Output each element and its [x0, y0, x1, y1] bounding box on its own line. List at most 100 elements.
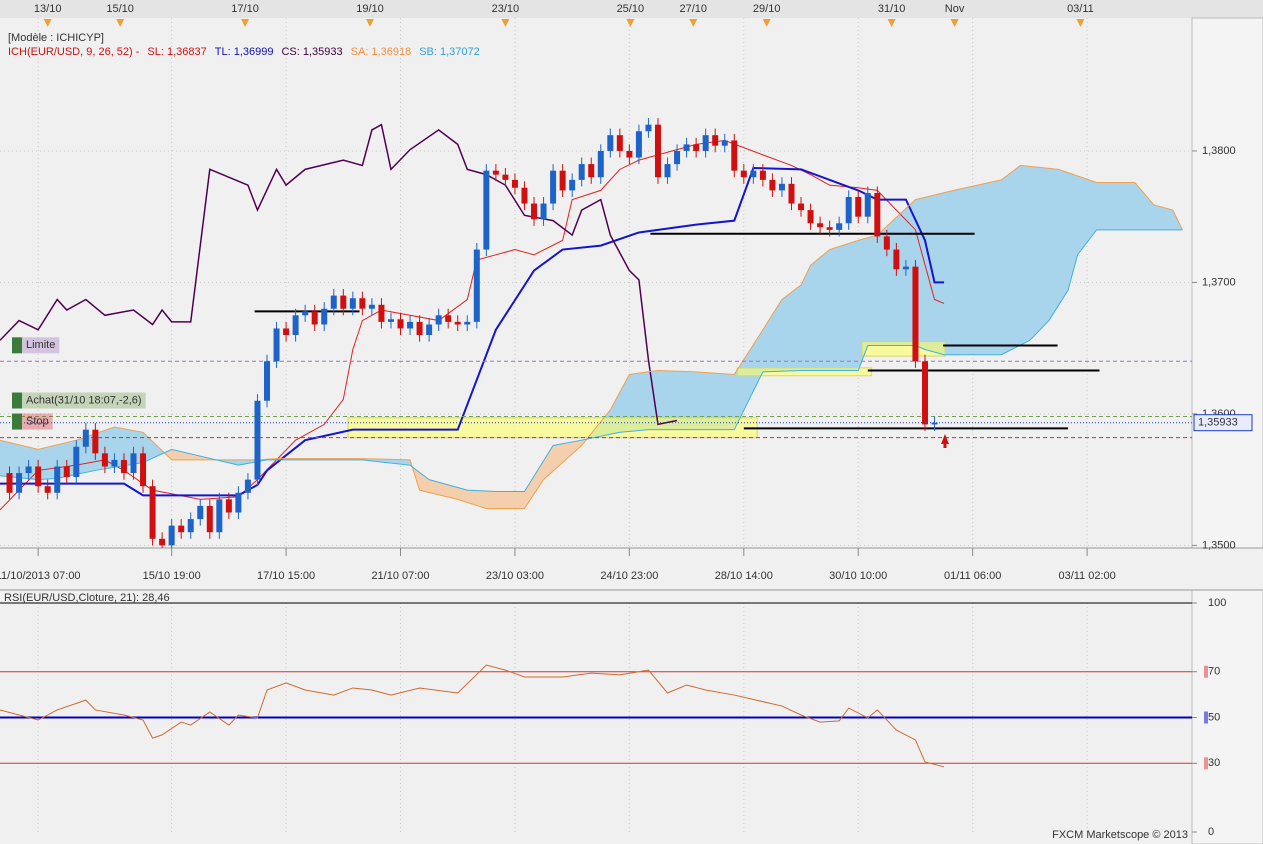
candle-body — [836, 223, 843, 230]
order-label: Achat(31/10 18:07,-2,6) — [26, 394, 142, 406]
x-tick-label: 15/10 19:00 — [143, 570, 201, 582]
candle-body — [149, 486, 156, 539]
candle-body — [368, 304, 375, 309]
candle-body — [159, 538, 166, 546]
order-tag: Limite — [12, 337, 60, 354]
candle-body — [740, 170, 747, 178]
candle-body — [82, 429, 89, 447]
indicator-label: SB: 1,37072 — [419, 46, 480, 58]
x-tick-label: 11/10/2013 07:00 — [0, 570, 81, 582]
candle-body — [416, 321, 423, 336]
x-tick-label: 23/10 03:00 — [486, 570, 544, 582]
top-marker — [762, 19, 771, 27]
candle-body — [502, 174, 509, 180]
candle-body — [16, 473, 23, 493]
order-tag-handle — [12, 392, 22, 409]
candle-body — [330, 295, 337, 309]
top-marker — [626, 19, 635, 27]
y-tick-label: 70 — [1208, 666, 1220, 678]
alert-arrow — [941, 434, 949, 448]
candle-body — [130, 453, 137, 474]
candle-body — [435, 315, 442, 325]
candle-body — [712, 135, 719, 146]
candle-body — [664, 164, 671, 178]
top-marker — [887, 19, 896, 27]
plot-area — [0, 18, 1192, 548]
candle-body — [54, 466, 61, 493]
candle-body — [302, 311, 309, 316]
candle-body — [931, 422, 938, 425]
indicator-line — [0, 229, 1183, 492]
candle-body — [197, 505, 204, 520]
top-marker-label: 31/10 — [878, 3, 906, 15]
candle-body — [44, 486, 51, 493]
x-tick-label: 21/10 07:00 — [371, 570, 429, 582]
candle-body — [674, 150, 681, 165]
candle-body — [607, 135, 614, 151]
candle-body — [349, 298, 356, 309]
candle-body — [750, 170, 757, 178]
order-tag-handle — [12, 337, 22, 354]
candle-body — [759, 170, 766, 180]
y-tick-label: 30 — [1208, 757, 1220, 769]
candle-body — [559, 170, 566, 191]
candle-body — [693, 144, 700, 151]
x-tick-label: 03/11 02:00 — [1058, 570, 1115, 582]
candle-body — [473, 249, 480, 322]
top-marker — [365, 19, 374, 27]
candle-body — [426, 324, 433, 336]
rsi-level-marker — [1204, 711, 1208, 724]
top-marker — [950, 19, 959, 27]
indicator-line — [0, 123, 678, 426]
candle-body — [483, 170, 490, 250]
candle-body — [578, 164, 585, 180]
indicator-label: SA: 1,36918 — [351, 46, 412, 58]
candle-body — [540, 203, 547, 220]
top-marker-label: 17/10 — [231, 3, 259, 15]
order-tag-handle — [12, 413, 22, 430]
candle-body — [626, 150, 633, 158]
indicator-line — [0, 164, 1183, 510]
candle-body — [492, 170, 499, 175]
indicator-legend: ICH(EUR/USD, 9, 26, 52) - SL: 1,36837 TL: … — [8, 46, 480, 58]
x-tick-label: 24/10 23:00 — [600, 570, 658, 582]
order-tag-bg — [22, 413, 53, 430]
top-marker — [501, 19, 510, 27]
indicator-label: CS: 1,35933 — [281, 46, 342, 58]
candle-body — [25, 466, 32, 474]
candle-body — [464, 321, 471, 325]
candle-body — [359, 298, 366, 309]
top-marker-label: 19/10 — [356, 3, 384, 15]
top-marker — [116, 19, 125, 27]
candle-body — [874, 193, 881, 237]
candle-body — [807, 210, 814, 224]
candle-body — [168, 525, 175, 546]
rsi-line — [0, 664, 945, 768]
candle-body — [731, 140, 738, 171]
candle-body — [521, 187, 528, 204]
candle-body — [778, 183, 785, 191]
candle-body — [254, 400, 261, 480]
top-marker-label: 23/10 — [492, 3, 520, 15]
candle-body — [216, 499, 223, 533]
candle-body — [6, 473, 13, 493]
candle-body — [635, 131, 642, 158]
footer: FXCM Marketscope © 2013 — [1052, 829, 1188, 841]
candle-body — [569, 179, 576, 191]
indicator-label: TL: 1,36999 — [215, 46, 274, 58]
candle-body — [206, 505, 213, 533]
candle-body — [769, 179, 776, 191]
candle-body — [683, 144, 690, 151]
candle-body — [454, 321, 461, 325]
zone — [736, 367, 873, 377]
top-marker — [241, 19, 250, 27]
candle-body — [588, 164, 595, 178]
rsi-level-marker — [1204, 665, 1208, 678]
top-strip — [0, 0, 1263, 18]
right-axis — [1191, 17, 1263, 549]
zone — [347, 417, 758, 439]
candle-body — [645, 124, 652, 132]
order-label: Stop — [26, 415, 49, 427]
order-tag-bg — [22, 392, 146, 409]
